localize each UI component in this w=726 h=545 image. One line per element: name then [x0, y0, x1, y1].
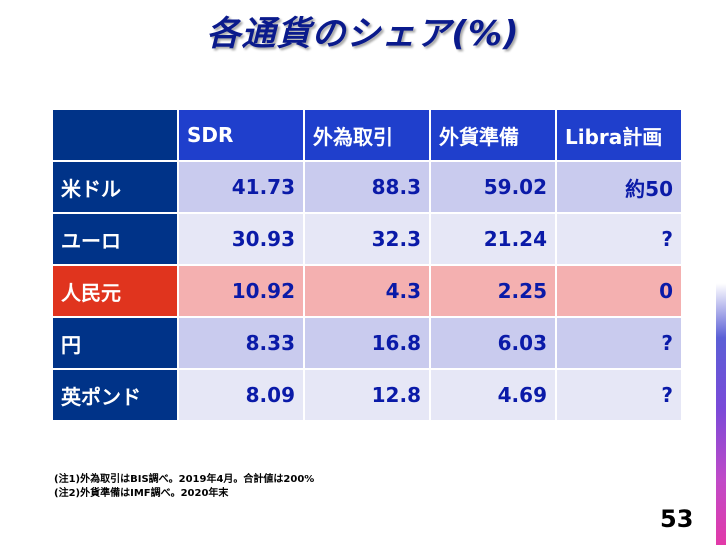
table-header-row: SDR 外為取引 外貨準備 Libra計画: [51, 108, 683, 162]
table-row: 英ポンド 8.09 12.8 4.69 ?: [51, 368, 683, 422]
table-cell: 約50: [555, 160, 683, 214]
table-row: 米ドル 41.73 88.3 59.02 約50: [51, 160, 683, 214]
table-corner-cell: [51, 108, 179, 162]
table-cell: 32.3: [303, 212, 431, 266]
table-cell: 41.73: [177, 160, 305, 214]
table-cell: ?: [555, 368, 683, 422]
row-label-cny: 人民元: [51, 264, 179, 318]
table-cell: 6.03: [429, 316, 557, 370]
table-cell: 88.3: [303, 160, 431, 214]
row-label-usd: 米ドル: [51, 160, 179, 214]
page-number: 53: [660, 505, 694, 533]
slide-title: 各通貨のシェア(%): [206, 14, 520, 54]
table-cell: 21.24: [429, 212, 557, 266]
table-cell: 0: [555, 264, 683, 318]
header-libra-plan: Libra計画: [555, 108, 683, 162]
footnote-1: (注1)外為取引はBIS調べ。2019年4月。合計値は200%: [54, 474, 315, 485]
table-cell: 10.92: [177, 264, 305, 318]
footnote-2: (注2)外貨準備はIMF調べ。2020年末: [54, 488, 229, 499]
currency-share-table: SDR 外為取引 外貨準備 Libra計画 米ドル 41.73 88.3 59.…: [51, 108, 683, 422]
table-row: 円 8.33 16.8 6.03 ?: [51, 316, 683, 370]
header-sdr: SDR: [177, 108, 305, 162]
table-cell: 8.09: [177, 368, 305, 422]
row-label-eur: ユーロ: [51, 212, 179, 266]
table-cell: 30.93: [177, 212, 305, 266]
decorative-side-bar: [716, 0, 726, 545]
row-label-gbp: 英ポンド: [51, 368, 179, 422]
table-cell: ?: [555, 212, 683, 266]
header-fx-reserves: 外貨準備: [429, 108, 557, 162]
footnotes: (注1)外為取引はBIS調べ。2019年4月。合計値は200% (注2)外貨準備…: [54, 473, 314, 501]
table-row: 人民元 10.92 4.3 2.25 0: [51, 264, 683, 318]
table-cell: 12.8: [303, 368, 431, 422]
row-label-jpy: 円: [51, 316, 179, 370]
table-cell: 16.8: [303, 316, 431, 370]
table-cell: 59.02: [429, 160, 557, 214]
table-cell: 4.69: [429, 368, 557, 422]
header-fx-trading: 外為取引: [303, 108, 431, 162]
table-cell: 8.33: [177, 316, 305, 370]
table-cell: ?: [555, 316, 683, 370]
table-cell: 2.25: [429, 264, 557, 318]
table-row: ユーロ 30.93 32.3 21.24 ?: [51, 212, 683, 266]
table-cell: 4.3: [303, 264, 431, 318]
